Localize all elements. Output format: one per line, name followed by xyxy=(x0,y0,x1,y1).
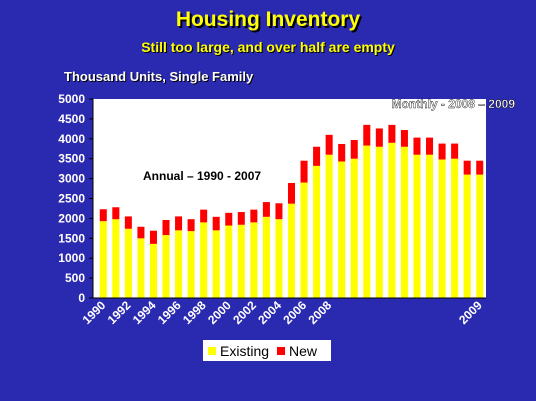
bar-existing-1990 xyxy=(99,221,107,298)
bar-existing-2008-10 xyxy=(438,159,446,298)
y-tick-label-1000: 1000 xyxy=(58,251,85,265)
x-tick-label-1996: 1996 xyxy=(155,298,184,327)
bar-new-2007 xyxy=(313,146,321,166)
bar-new-1994 xyxy=(149,230,157,244)
chart-legend: Existing New xyxy=(203,340,331,361)
bar-existing-2008-02 xyxy=(338,161,346,298)
y-tick-label-500: 500 xyxy=(65,271,85,285)
x-tick-label-2000: 2000 xyxy=(205,298,234,327)
bar-new-1999 xyxy=(212,216,220,231)
bar-existing-1992 xyxy=(124,228,132,298)
chart-subtitle: Still too large, and over half are empty xyxy=(141,39,395,55)
bar-new-2005 xyxy=(287,182,296,204)
bar-new-2000 xyxy=(225,212,233,226)
bar-existing-1993 xyxy=(137,238,145,298)
bar-new-2008-04 xyxy=(363,124,371,146)
bar-new-2004 xyxy=(275,203,283,220)
bar-new-1992 xyxy=(124,216,132,229)
bar-existing-1994 xyxy=(149,243,157,298)
bar-new-2006 xyxy=(300,160,308,183)
y-tick-label-1500: 1500 xyxy=(58,231,85,245)
bar-new-2008-07 xyxy=(400,130,408,147)
bar-existing-2008-01 xyxy=(325,154,333,298)
bar-new-2008-01 xyxy=(325,134,333,155)
bar-new-2008-08 xyxy=(413,137,421,155)
bar-new-2008-12 xyxy=(463,160,471,175)
bar-new-2008-02 xyxy=(338,143,346,162)
bar-new-1995 xyxy=(162,219,170,236)
bar-new-1991 xyxy=(112,207,120,220)
y-tick-label-2500: 2500 xyxy=(58,192,85,206)
y-tick-label-5000: 5000 xyxy=(58,92,85,106)
bar-new-2008-09 xyxy=(426,137,434,155)
legend-swatch-existing xyxy=(208,346,216,355)
bar-existing-2004 xyxy=(275,219,283,298)
annotation-monthly: Monthly - 2008 – 2009 xyxy=(392,97,516,111)
legend-swatch-new xyxy=(277,346,286,355)
bar-new-2009-01 xyxy=(476,160,484,175)
x-tick-label-1998: 1998 xyxy=(180,298,209,327)
bar-existing-2008-12 xyxy=(463,174,471,298)
y-tick-label-0: 0 xyxy=(78,291,85,305)
bar-existing-1999 xyxy=(212,230,220,298)
y-tick-label-3500: 3500 xyxy=(58,152,85,166)
bar-existing-2003 xyxy=(262,216,270,298)
bar-existing-1991 xyxy=(112,219,120,298)
bar-new-2002 xyxy=(250,209,258,223)
bar-existing-2001 xyxy=(237,224,245,298)
bar-new-1997 xyxy=(187,219,195,232)
bar-new-2003 xyxy=(262,202,270,217)
y-tick-label-4000: 4000 xyxy=(58,132,85,146)
y-tick-label-4500: 4500 xyxy=(58,112,85,126)
bar-existing-2008-04 xyxy=(363,145,371,298)
bar-existing-2008-09 xyxy=(426,154,434,298)
y-tick-label-3000: 3000 xyxy=(58,172,85,186)
legend-label-existing: Existing xyxy=(220,342,270,359)
bar-existing-2008-08 xyxy=(413,154,421,298)
bar-new-1990 xyxy=(99,209,107,222)
bar-new-2008-03 xyxy=(350,139,358,159)
bar-new-2008-05 xyxy=(375,128,383,147)
bar-existing-2006 xyxy=(300,182,308,298)
bar-existing-2008-05 xyxy=(375,146,383,298)
bar-existing-2009-01 xyxy=(476,174,484,298)
bar-existing-1998 xyxy=(200,222,208,298)
x-tick-label-1994: 1994 xyxy=(130,298,159,327)
bar-new-2008-06 xyxy=(388,124,396,143)
bar-existing-1996 xyxy=(175,230,183,298)
bar-existing-2002 xyxy=(250,222,258,298)
chart-title: Housing Inventory xyxy=(175,8,361,31)
legend-label-new: New xyxy=(289,342,318,359)
bar-existing-2008-03 xyxy=(350,158,358,298)
bar-new-1996 xyxy=(175,216,183,231)
bar-existing-1997 xyxy=(187,231,195,298)
x-tick-label-2002: 2002 xyxy=(230,298,259,327)
x-tick-label-2004: 2004 xyxy=(255,298,284,327)
x-tick-label-2009: 2009 xyxy=(456,298,485,327)
annotation-annual: Annual – 1990 - 2007 xyxy=(143,169,261,183)
bar-new-2008-11 xyxy=(451,143,459,159)
bar-existing-1995 xyxy=(162,235,170,298)
bar-existing-2008-06 xyxy=(388,142,396,298)
bar-existing-2008-11 xyxy=(451,158,459,298)
bar-existing-2000 xyxy=(225,225,233,298)
y-axis-units-label: Thousand Units, Single Family xyxy=(64,69,254,84)
bar-new-1998 xyxy=(200,209,208,223)
x-tick-label-2008: 2008 xyxy=(305,298,334,327)
x-tick-label-1992: 1992 xyxy=(105,298,134,327)
bar-new-2008-10 xyxy=(438,143,446,160)
y-tick-label-2000: 2000 xyxy=(58,211,85,225)
bar-existing-2005 xyxy=(287,203,296,298)
bar-existing-2007 xyxy=(313,165,321,298)
x-tick-label-2006: 2006 xyxy=(280,298,309,327)
bar-new-1993 xyxy=(137,226,145,239)
bar-existing-2008-07 xyxy=(400,146,408,298)
bar-new-2001 xyxy=(237,212,245,225)
